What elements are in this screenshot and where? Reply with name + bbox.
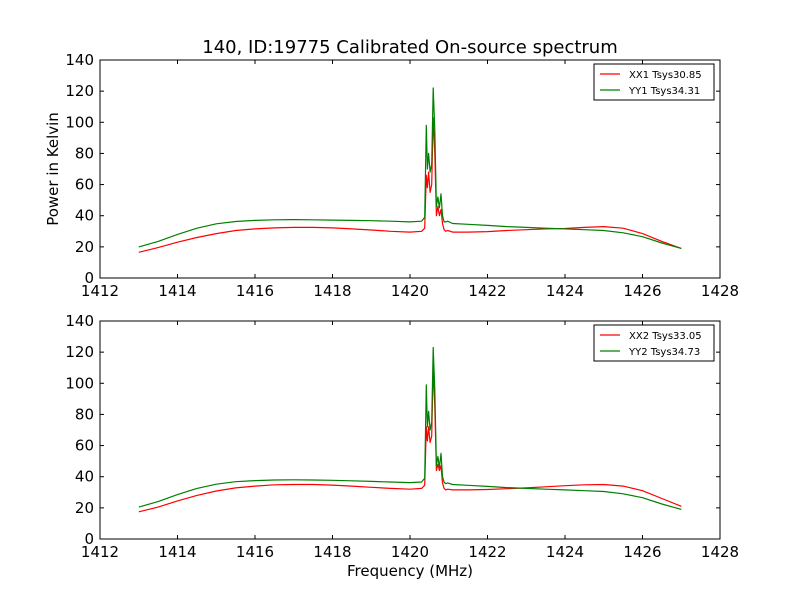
series-line-yy1 — [138, 87, 682, 249]
x-tick-label: 1412 — [81, 543, 119, 561]
legend-label-xx1: XX1 Tsys30.85 — [629, 70, 702, 81]
ticks: 1412 1414 1416 1418 1420 1422 1424 1426 1428 0 20 4… — [65, 51, 739, 300]
series-line-yy2 — [138, 346, 682, 510]
subplot-bottom: Frequency (MHz) 1412 1414 1416 1418 1420 1422… — [65, 312, 739, 580]
x-tick-label: 1424 — [546, 282, 584, 300]
y-tick-label: 20 — [75, 238, 94, 256]
x-tick-label: 1424 — [546, 543, 584, 561]
y-tick-label: 100 — [65, 113, 94, 131]
series-lines — [138, 87, 682, 253]
x-tick-label: 1418 — [313, 543, 351, 561]
x-tick-label: 1416 — [236, 543, 274, 561]
x-tick-label: 1422 — [468, 543, 506, 561]
legend-label-xx2: XX2 Tsys33.05 — [629, 331, 702, 342]
y-tick-label: 140 — [65, 312, 94, 330]
x-tick-label: 1420 — [391, 543, 429, 561]
y-tick-label: 120 — [65, 343, 94, 361]
chart-title: 140, ID:19775 Calibrated On-source spect… — [202, 37, 618, 58]
legend-label-yy2: YY2 Tsys34.73 — [628, 347, 700, 358]
x-tick-label: 1420 — [391, 282, 429, 300]
x-tick-label: 1422 — [468, 282, 506, 300]
y-tick-label: 140 — [65, 51, 94, 69]
x-tick-label: 1426 — [623, 282, 661, 300]
y-tick-label: 100 — [65, 374, 94, 392]
x-tick-label: 1426 — [623, 543, 661, 561]
ticks: 1412 1414 1416 1418 1420 1422 1424 1426 1428 0 20 4… — [65, 312, 739, 561]
subplot-top: 140, ID:19775 Calibrated On-source spect… — [44, 37, 739, 300]
y-tick-label: 80 — [75, 405, 94, 423]
x-tick-label: 1412 — [81, 282, 119, 300]
y-tick-label: 0 — [84, 269, 94, 287]
x-tick-label: 1414 — [158, 282, 196, 300]
y-axis-label: Power in Kelvin — [44, 112, 62, 226]
x-axis-label: Frequency (MHz) — [347, 562, 473, 580]
series-lines — [138, 346, 682, 513]
x-tick-label: 1416 — [236, 282, 274, 300]
y-tick-label: 80 — [75, 144, 94, 162]
legend: XX2 Tsys33.05 YY2 Tsys34.73 — [593, 324, 715, 362]
legend-box — [593, 324, 715, 362]
y-tick-label: 60 — [75, 437, 94, 455]
y-tick-label: 0 — [84, 530, 94, 548]
legend: XX1 Tsys30.85 YY1 Tsys34.31 — [593, 63, 715, 101]
legend-box — [593, 63, 715, 101]
y-tick-label: 40 — [75, 207, 94, 225]
y-tick-label: 60 — [75, 176, 94, 194]
x-tick-label: 1428 — [701, 282, 739, 300]
x-tick-label: 1428 — [701, 543, 739, 561]
x-tick-label: 1414 — [158, 543, 196, 561]
y-tick-label: 20 — [75, 499, 94, 517]
x-tick-label: 1418 — [313, 282, 351, 300]
y-tick-label: 40 — [75, 468, 94, 486]
y-tick-label: 120 — [65, 82, 94, 100]
legend-label-yy1: YY1 Tsys34.31 — [628, 86, 700, 97]
